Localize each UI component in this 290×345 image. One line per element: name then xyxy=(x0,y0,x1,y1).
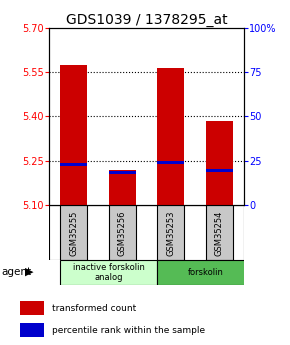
Bar xyxy=(20,323,44,337)
Bar xyxy=(206,121,233,205)
Text: GSM35255: GSM35255 xyxy=(69,210,78,256)
Bar xyxy=(109,205,135,260)
Text: inactive forskolin
analog: inactive forskolin analog xyxy=(73,263,145,282)
Bar xyxy=(109,170,135,205)
Bar xyxy=(206,205,233,260)
Bar xyxy=(157,161,184,165)
Bar xyxy=(157,68,184,205)
Text: percentile rank within the sample: percentile rank within the sample xyxy=(52,326,205,335)
Text: GSM35256: GSM35256 xyxy=(118,210,127,256)
Text: agent: agent xyxy=(1,267,32,277)
Text: ▶: ▶ xyxy=(25,267,33,277)
Title: GDS1039 / 1378295_at: GDS1039 / 1378295_at xyxy=(66,12,227,27)
Text: transformed count: transformed count xyxy=(52,304,136,313)
Text: GSM35253: GSM35253 xyxy=(166,210,175,256)
Bar xyxy=(60,163,87,166)
Bar xyxy=(157,205,184,260)
Bar xyxy=(60,65,87,205)
Bar xyxy=(157,260,255,285)
Bar xyxy=(60,260,157,285)
Bar xyxy=(60,205,87,260)
Bar xyxy=(109,171,135,174)
Text: forskolin: forskolin xyxy=(188,268,224,277)
Text: GSM35254: GSM35254 xyxy=(215,210,224,256)
Bar xyxy=(20,301,44,315)
Bar xyxy=(206,169,233,172)
